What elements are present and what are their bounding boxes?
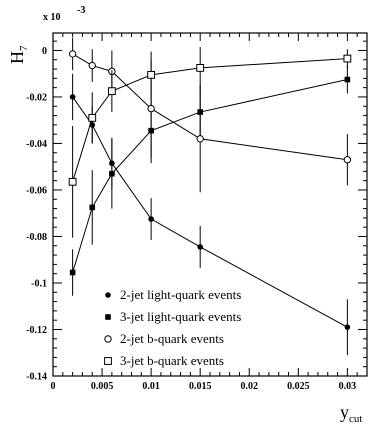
legend-item: 3-jet light-quark events (105, 309, 241, 324)
data-point-filled-square (69, 269, 76, 276)
series-line (72, 79, 348, 273)
data-point-open-square (147, 70, 156, 79)
data-point-filled-circle (148, 216, 154, 222)
data-point-filled-square (105, 314, 111, 320)
x-tick-label: 0.025 (287, 381, 310, 392)
data-point-open-circle (196, 135, 204, 143)
x-tick-label: 0.03 (339, 381, 357, 392)
data-point-filled-square (109, 170, 115, 177)
x-tick-label: 0.02 (241, 381, 259, 392)
data-point-open-circle (147, 104, 155, 113)
data-point-filled-circle (197, 244, 203, 250)
y-axis-title-subscript: 7 (18, 45, 30, 51)
data-point-filled-square (344, 76, 351, 83)
plot-frame (52, 32, 368, 377)
y-tick-label: 0 (42, 46, 47, 57)
y-tick-label: -0.02 (26, 92, 47, 103)
data-point-open-circle (88, 61, 96, 70)
series-4 (68, 46, 352, 238)
data-point-open-square (196, 63, 205, 72)
data-point-open-square (107, 87, 116, 96)
y-tick-label: -0.1 (31, 278, 47, 289)
series-2 (69, 65, 351, 296)
legend-item: 3-jet b-quark events (104, 353, 224, 368)
series-layer (68, 37, 352, 356)
y-axis-title: H7 (7, 45, 30, 64)
series-line (72, 58, 348, 182)
x-tick-label: 0.015 (189, 381, 212, 392)
data-point-open-square (104, 357, 112, 365)
y-tick-label: -0.04 (26, 139, 47, 150)
legend-label: 3-jet b-quark events (120, 353, 224, 368)
data-point-open-square (343, 54, 352, 63)
x-tick-label: 0.005 (91, 381, 114, 392)
data-point-filled-square (89, 204, 96, 211)
legend-item: 2-jet light-quark events (105, 287, 241, 302)
y-axis-title-main: H (7, 51, 27, 64)
data-point-open-circle (68, 50, 77, 58)
y-tick-label: -0.08 (26, 232, 47, 243)
y-axis-ticks: -0.14 -0.12 -0.1 -0.08 -0.06 -0.04 -0.02 0 (26, 40, 367, 383)
data-point-open-circle (343, 156, 352, 164)
x-axis-ticks: 0 0.005 0.01 0.015 0.02 0.025 0.03 (51, 33, 358, 392)
y-tick-label: -0.14 (26, 372, 47, 383)
data-point-filled-circle (69, 94, 76, 100)
x-axis-title: ycut (340, 402, 362, 425)
plot-area: 0 0.005 0.01 0.015 0.02 0.025 0.03 -0.14-0.12-… (26, 32, 368, 392)
data-point-filled-circle (344, 324, 351, 330)
legend: 2-jet light-quark events 3-jet light-quar… (104, 287, 241, 368)
x-axis-title-main: y (340, 402, 349, 422)
svg-text:H7: H7 (7, 45, 30, 64)
data-point-open-square (88, 113, 97, 122)
legend-item: 2-jet b-quark events (104, 331, 224, 346)
legend-label: 2-jet light-quark events (120, 287, 241, 302)
y-axis-multiplier-label: x 10 (43, 12, 61, 23)
x-axis-title-subscript: cut (349, 413, 362, 425)
legend-label: 2-jet b-quark events (120, 331, 224, 346)
legend-label: 3-jet light-quark events (120, 309, 241, 324)
y-axis-multiplier-exponent: -3 (77, 5, 85, 16)
data-point-open-circle (104, 335, 112, 343)
y-tick-label: -0.06 (26, 185, 47, 196)
x-tick-label: 0 (51, 381, 56, 392)
x-tick-label: 0.01 (142, 381, 160, 392)
data-point-filled-circle (105, 292, 111, 298)
data-point-open-square (68, 177, 77, 186)
series-line (72, 53, 348, 161)
y-tick-label: -0.12 (26, 325, 47, 336)
